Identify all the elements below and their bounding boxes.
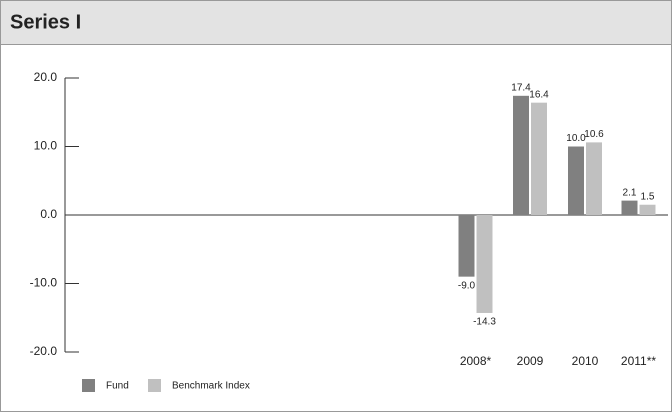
- y-tick-label: -10.0: [30, 276, 58, 290]
- bar: [458, 215, 475, 277]
- bar: [513, 95, 529, 215]
- bar: [531, 102, 547, 215]
- legend-swatch: [82, 379, 95, 392]
- legend-swatch: [148, 379, 161, 392]
- bar: [476, 215, 493, 313]
- x-tick-label: 2009: [517, 354, 544, 368]
- bar: [586, 142, 602, 215]
- data-label: 16.4: [529, 89, 549, 100]
- y-tick-label: -20.0: [30, 344, 58, 358]
- x-tick-label: 2008*: [460, 354, 492, 368]
- bar: [621, 200, 638, 215]
- data-label: 2.1: [623, 187, 637, 198]
- data-label: 10.6: [584, 129, 604, 140]
- bar: [568, 146, 584, 215]
- header: [0, 0, 672, 45]
- data-label: -9.0: [458, 280, 476, 291]
- data-label: 17.4: [511, 82, 531, 93]
- bar: [639, 204, 656, 215]
- chart-title: Series I: [10, 11, 81, 33]
- y-tick-label: 20.0: [34, 70, 58, 84]
- legend-label: Benchmark Index: [172, 381, 250, 392]
- data-label: 1.5: [641, 191, 655, 202]
- x-tick-label: 2010: [572, 354, 599, 368]
- y-tick-label: 0.0: [40, 207, 57, 221]
- y-tick-label: 10.0: [34, 139, 58, 153]
- legend-label: Fund: [106, 381, 129, 392]
- x-tick-label: 2011**: [621, 354, 656, 368]
- data-label: -14.3: [473, 317, 496, 328]
- data-label: 10.0: [566, 133, 586, 144]
